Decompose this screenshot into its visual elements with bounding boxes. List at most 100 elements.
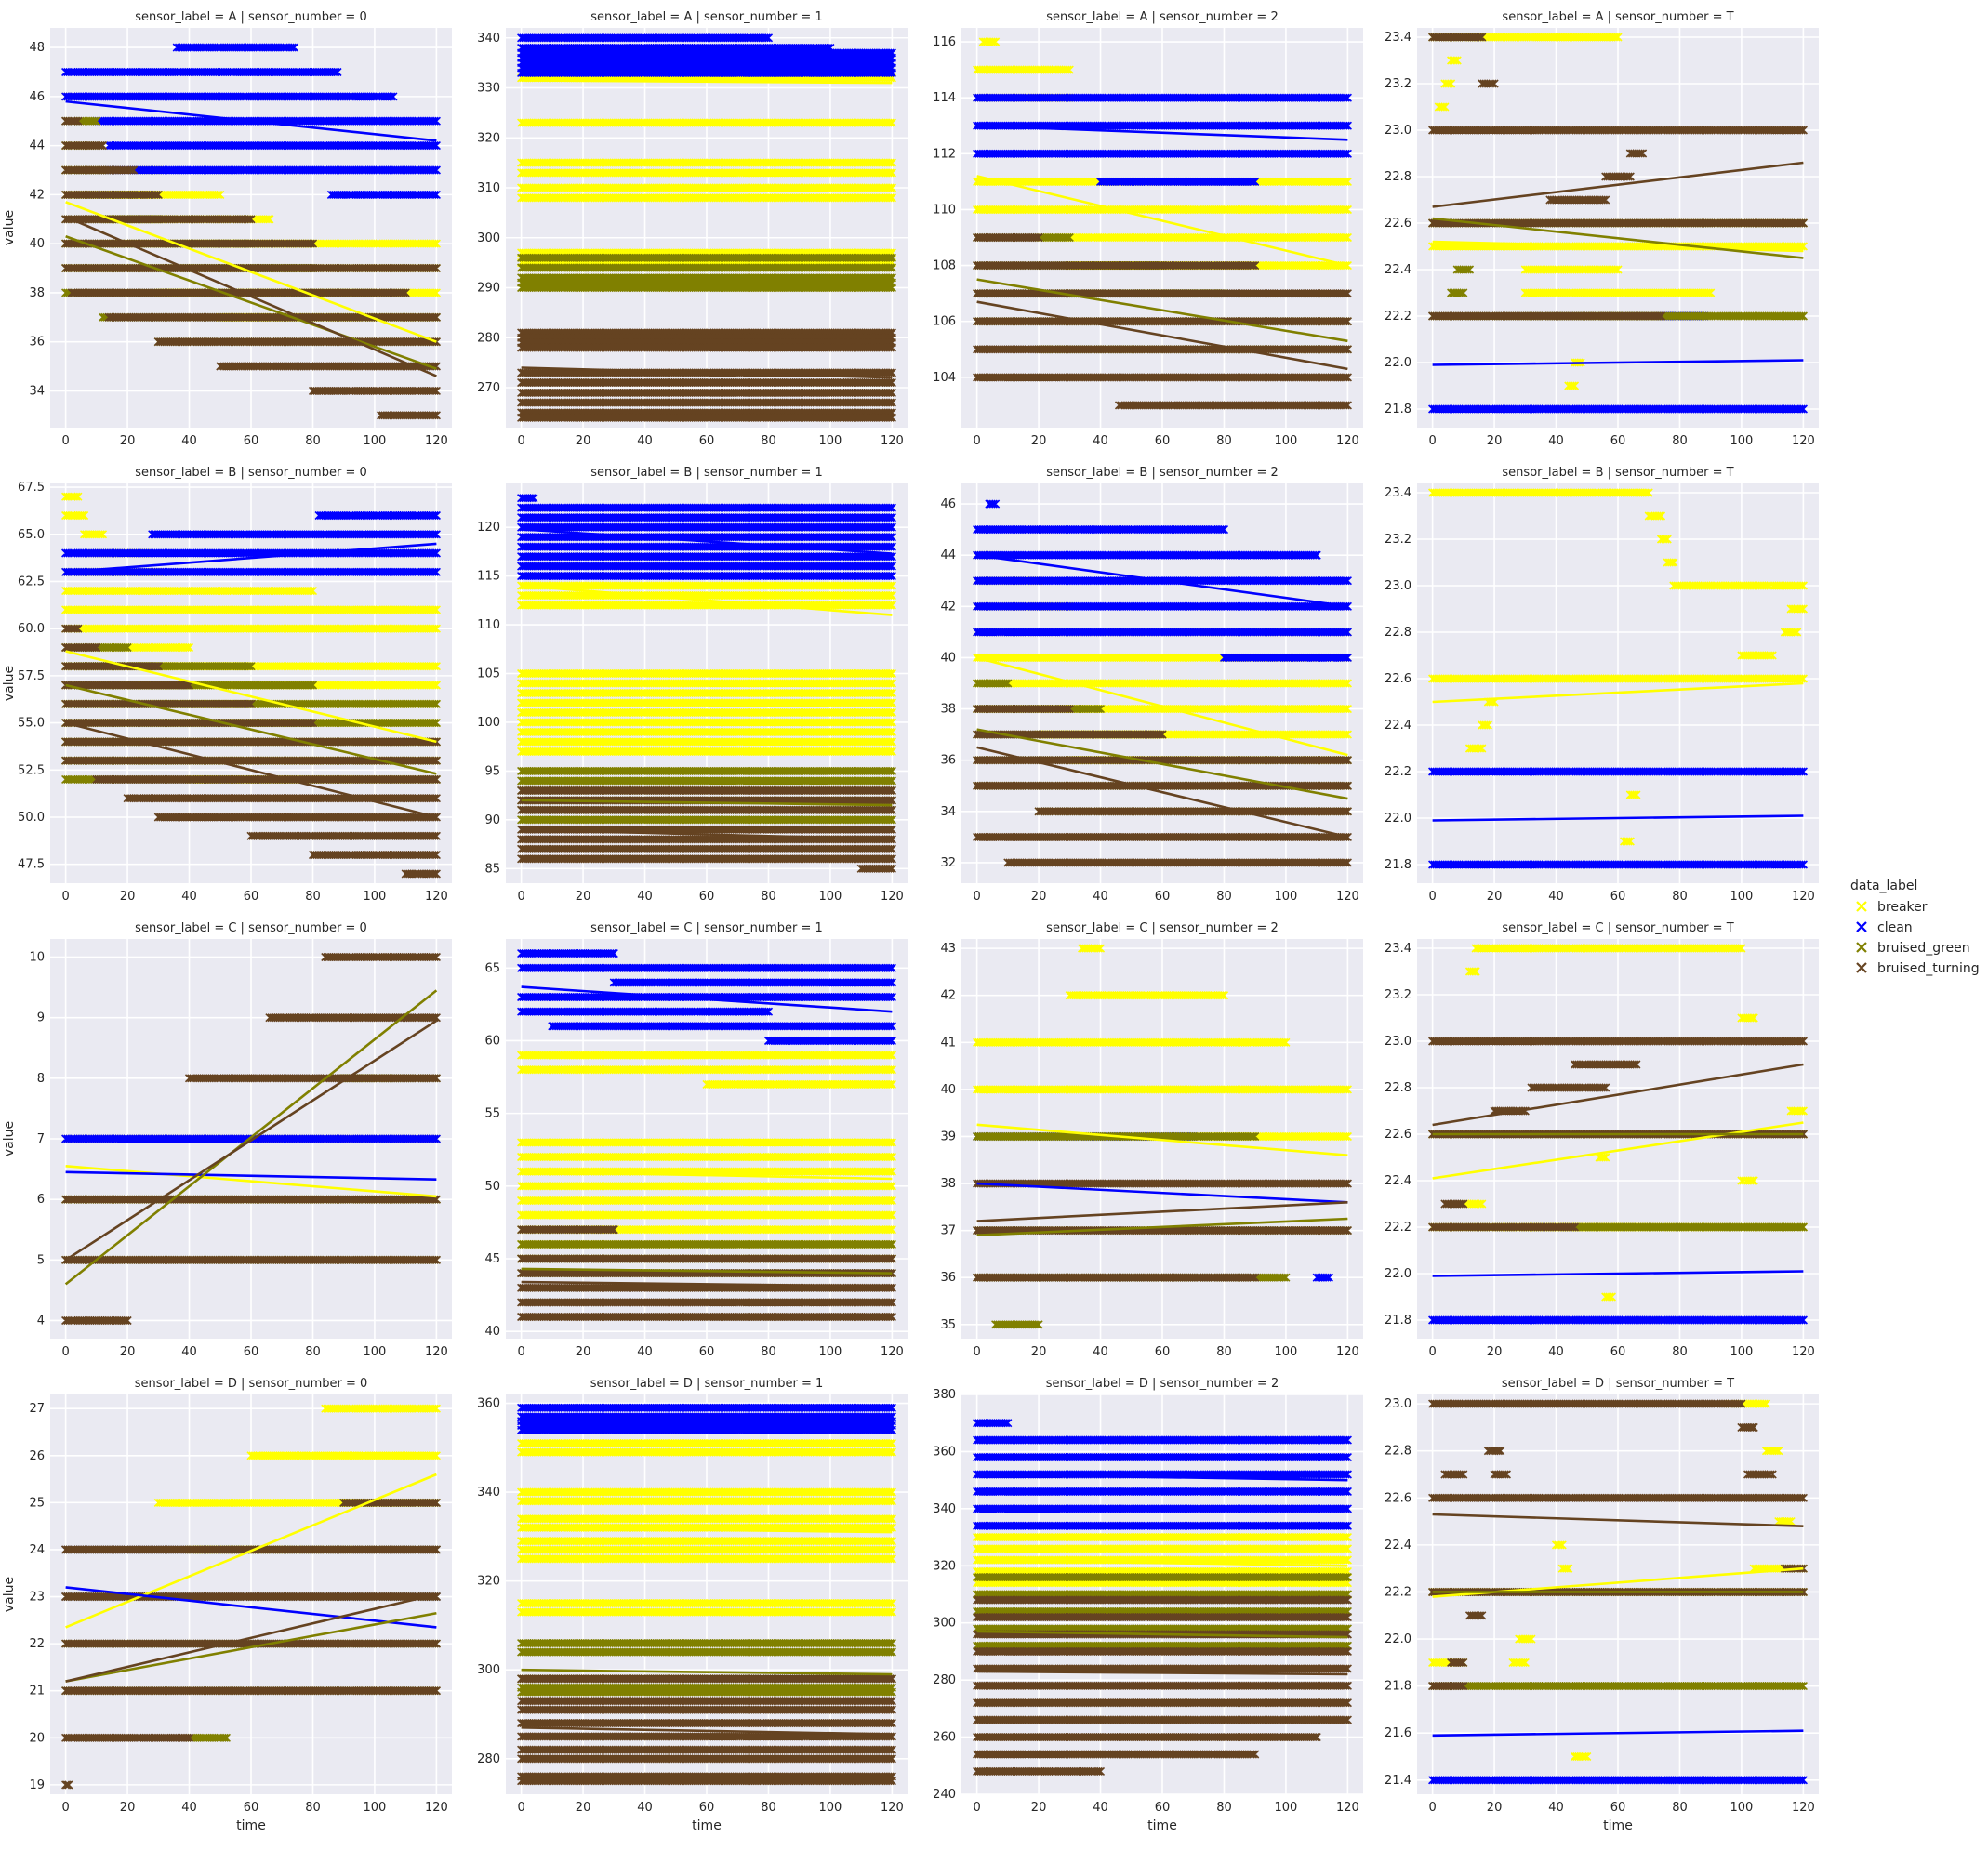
data-point-band <box>61 719 318 728</box>
data-point-band <box>1434 102 1450 112</box>
y-tick-label: 34 <box>29 384 45 398</box>
facet-panel-sensor-label-a-sensor-number-2: 0 20 40 60 80 100 120 104 106 108 110 112 114 116 sens… <box>933 10 1363 448</box>
data-point-band <box>61 624 441 633</box>
y-tick-label: 106 <box>933 315 956 329</box>
legend-label-bruised-turning: bruised_turning <box>1877 961 1980 976</box>
y-tick-label: 22.6 <box>1385 1491 1411 1505</box>
y-tick-label: 340 <box>933 1502 956 1516</box>
y-tick-label: 21.8 <box>1385 1314 1411 1328</box>
data-point-band <box>517 1239 896 1249</box>
y-tick-label: 39 <box>940 1130 956 1143</box>
series-bruised-turning <box>973 705 1352 867</box>
trend-line-clean <box>65 1170 437 1181</box>
trend-line-breaker <box>521 79 893 85</box>
data-point-band <box>1786 1106 1808 1116</box>
data-point-band <box>517 776 896 786</box>
trend-line-bruised-green <box>521 799 893 807</box>
data-point-band <box>1595 1153 1610 1162</box>
x-tick-label: 20 <box>576 1801 591 1815</box>
y-tick-label: 52.5 <box>18 763 45 777</box>
data-point-band <box>973 1504 1352 1513</box>
y-tick-label: 41 <box>940 1036 956 1050</box>
y-tick-label: 23.0 <box>1385 124 1411 138</box>
y-tick-label: 280 <box>477 331 500 345</box>
y-tick-label: 22.0 <box>1385 356 1411 370</box>
data-point-band <box>92 774 441 784</box>
data-point-band <box>1428 674 1808 683</box>
data-point-band <box>517 1421 896 1430</box>
data-point-band <box>1780 628 1802 637</box>
series-clean <box>517 949 896 1046</box>
data-point-band <box>517 1210 896 1220</box>
x-tick-label: 0 <box>517 1801 524 1815</box>
x-tick-label: 120 <box>425 1801 448 1815</box>
data-point-band <box>517 398 896 407</box>
x-tick-label: 60 <box>1155 1345 1171 1359</box>
x-axis-label: time <box>236 1818 266 1833</box>
data-point-band <box>973 1085 1352 1094</box>
facet-panel-sensor-label-b-sensor-number-1: 0 20 40 60 80 100 120 85 90 95 100 105 110 115 120 sens… <box>477 466 908 904</box>
data-point-band <box>517 1298 896 1307</box>
data-point-band <box>517 1647 896 1657</box>
data-point-band <box>1034 232 1352 243</box>
y-tick-label: 10 <box>29 951 45 965</box>
data-point-band <box>973 1590 1352 1599</box>
data-point-band <box>1428 1222 1580 1232</box>
y-tick-label: 280 <box>933 1673 956 1687</box>
data-point-band <box>61 567 441 576</box>
data-point-band <box>973 1521 1352 1530</box>
y-tick-label: 38 <box>940 1177 956 1191</box>
trend-line-clean <box>521 527 893 555</box>
x-tick-label: 0 <box>1428 434 1436 448</box>
data-point-band <box>517 1403 896 1412</box>
data-point-band <box>517 1196 896 1206</box>
x-tick-label: 80 <box>1672 1345 1688 1359</box>
y-tick-label: 8 <box>37 1072 45 1086</box>
x-tick-label: 100 <box>1275 1345 1298 1359</box>
data-point-band <box>1219 653 1352 662</box>
data-point-band <box>517 1007 774 1016</box>
y-axis-label: value <box>2 1577 17 1612</box>
x-tick-label: 80 <box>1216 1345 1232 1359</box>
series-bruised-turning <box>61 116 441 420</box>
legend-marker-bruised-turning <box>1856 962 1867 973</box>
y-tick-label: 22.8 <box>1385 1081 1411 1095</box>
trend-line-breaker <box>976 1558 1348 1567</box>
data-point-band <box>61 510 89 521</box>
data-point-band <box>973 1179 1352 1188</box>
y-tick-label: 43 <box>940 942 956 956</box>
data-point-band <box>67 288 410 297</box>
y-tick-label: 5 <box>37 1253 45 1267</box>
data-point-band <box>1428 1315 1808 1325</box>
y-tick-label: 7 <box>37 1132 45 1146</box>
x-tick-label: 60 <box>1155 1801 1171 1815</box>
data-point-band <box>61 587 318 596</box>
x-tick-label: 0 <box>61 890 69 904</box>
data-point-band <box>517 168 896 178</box>
facet-title: sensor_label = D | sensor_number = 2 <box>1046 1377 1279 1391</box>
x-axis-label: time <box>1603 1818 1633 1833</box>
y-tick-label: 280 <box>477 1752 500 1766</box>
data-point-band <box>973 1698 1352 1708</box>
data-point-band <box>1428 488 1653 497</box>
data-point-band <box>517 854 896 864</box>
data-point-band <box>517 1705 896 1714</box>
y-tick-label: 50 <box>484 1180 500 1194</box>
data-point-band <box>973 1544 1352 1553</box>
y-tick-label: 37 <box>940 1224 956 1238</box>
series-clean <box>517 494 896 581</box>
data-point-band <box>61 1255 441 1264</box>
panel-marks <box>973 499 1352 867</box>
data-point-band <box>517 949 618 958</box>
y-tick-label: 108 <box>933 259 956 273</box>
x-tick-label: 0 <box>973 434 980 448</box>
y-tick-label: 60 <box>484 1034 500 1048</box>
x-tick-label: 60 <box>1610 890 1626 904</box>
y-tick-label: 360 <box>933 1445 956 1459</box>
y-tick-label: 114 <box>933 91 956 105</box>
x-tick-label: 40 <box>1548 1801 1564 1815</box>
data-point-band <box>517 1514 896 1524</box>
trend-line-bruised-turning <box>976 1670 1348 1676</box>
data-point-band <box>517 1051 896 1060</box>
data-point-band <box>973 261 1260 271</box>
